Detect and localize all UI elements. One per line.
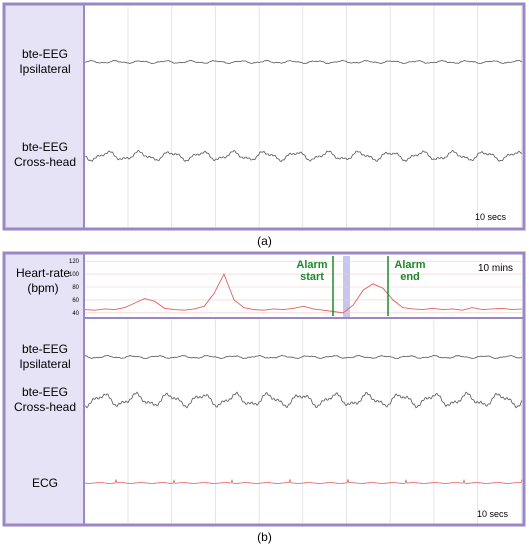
signal-trace (84, 391, 523, 409)
trace-label: ECG (31, 476, 58, 490)
trace-label: bte-EEG Ipsilateral (19, 47, 71, 76)
scale-label: 10 secs (477, 509, 509, 519)
y-tick-label: 80 (72, 285, 79, 291)
axis-label: Heart-rate (bpm) (15, 266, 71, 295)
caption: (b) (257, 530, 272, 544)
signal-trace (84, 150, 522, 163)
y-tick-label: 120 (69, 259, 80, 265)
y-tick-label: 100 (69, 272, 80, 278)
trace-label: bte-EEG Cross-head (13, 385, 77, 414)
trace-label: bte-EEG Ipsilateral (19, 342, 71, 371)
signal-trace (85, 354, 523, 360)
scale-label: 10 secs (475, 212, 507, 222)
y-tick-label: 60 (72, 298, 79, 304)
label-column (5, 5, 83, 228)
alarm-band (343, 256, 350, 317)
label-column (5, 254, 83, 524)
signal-trace (84, 59, 523, 65)
trace-label: bte-EEG Cross-head (13, 140, 77, 169)
time-grid (85, 6, 522, 523)
caption: (a) (257, 234, 272, 248)
heart-rate-line (84, 273, 523, 314)
panel-border (2, 2, 526, 231)
annotation: Alarm start (296, 259, 328, 283)
y-tick-label: 40 (72, 311, 79, 317)
panel-border (2, 251, 526, 527)
scale-label: 10 mins (478, 263, 514, 274)
traces (84, 59, 523, 484)
signal-trace (84, 478, 523, 484)
annotation: Alarm end (394, 259, 426, 283)
